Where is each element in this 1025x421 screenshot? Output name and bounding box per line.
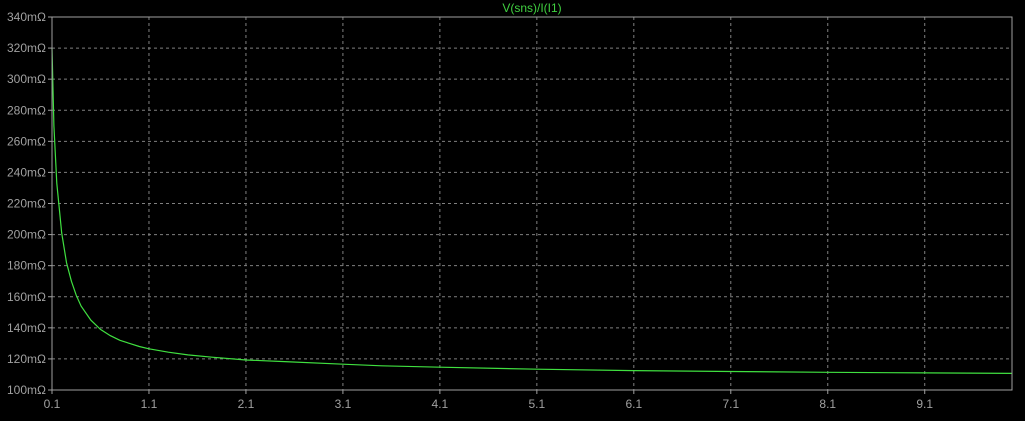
x-tick-label: 9.1 [916,397,933,411]
x-tick-label: 2.1 [238,397,255,411]
series-line [51,48,1013,374]
x-tick-label: 5.1 [529,397,546,411]
trace-title[interactable]: V(sns)/I(I1) [502,1,561,15]
y-tick-label: 120mΩ [7,352,46,366]
y-tick-label: 340mΩ [7,10,46,24]
grid-layer [52,17,1012,390]
y-tick-label: 240mΩ [7,165,46,179]
y-tick-label: 200mΩ [7,228,46,242]
y-tick-label: 140mΩ [7,321,46,335]
x-tick-label: 4.1 [432,397,449,411]
trace-layer [51,48,1013,374]
x-tick-label: 7.1 [722,397,739,411]
x-tick-label: 6.1 [625,397,642,411]
y-tick-label: 100mΩ [7,383,46,397]
x-tick-label: 8.1 [819,397,836,411]
x-tick-label: 3.1 [335,397,352,411]
x-tick-label: 0.1 [44,397,61,411]
y-tick-label: 280mΩ [7,103,46,117]
y-tick-label: 180mΩ [7,259,46,273]
x-axis-ticks: 0.1 1.1 2.1 3.1 4.1 5.1 6.1 7.1 8.1 9.1 [44,390,933,411]
y-tick-label: 220mΩ [7,197,46,211]
y-tick-label: 260mΩ [7,134,46,148]
y-axis-ticks: 100mΩ 120mΩ 140mΩ 160mΩ 180mΩ 200mΩ 220mΩ 240mΩ… [7,10,52,397]
y-tick-label: 160mΩ [7,290,46,304]
x-tick-label: 1.1 [141,397,158,411]
y-tick-label: 320mΩ [7,41,46,55]
y-tick-label: 300mΩ [7,72,46,86]
